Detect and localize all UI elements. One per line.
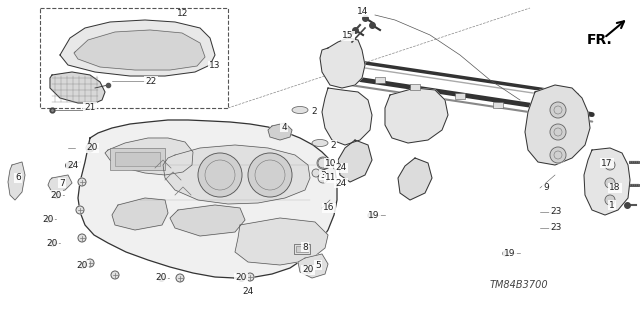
Text: 10: 10 — [325, 159, 337, 167]
Circle shape — [605, 160, 615, 170]
Polygon shape — [48, 175, 72, 192]
Bar — [296, 246, 308, 252]
Text: 24: 24 — [243, 286, 253, 295]
Polygon shape — [525, 85, 590, 165]
Circle shape — [78, 234, 86, 242]
Bar — [110, 148, 165, 170]
Circle shape — [176, 274, 184, 282]
Polygon shape — [170, 205, 245, 236]
Polygon shape — [8, 162, 25, 200]
Circle shape — [550, 102, 566, 118]
Circle shape — [550, 124, 566, 140]
Text: 2: 2 — [330, 140, 336, 150]
Circle shape — [605, 195, 615, 205]
Circle shape — [198, 153, 242, 197]
Circle shape — [246, 273, 254, 281]
Polygon shape — [163, 145, 310, 204]
Polygon shape — [268, 123, 292, 140]
Text: 13: 13 — [209, 62, 221, 70]
Text: 5: 5 — [315, 261, 321, 270]
Circle shape — [76, 206, 84, 214]
Text: 1: 1 — [609, 201, 615, 210]
Text: 19: 19 — [504, 249, 516, 257]
Text: TM84B3700: TM84B3700 — [490, 280, 548, 290]
Text: 12: 12 — [177, 10, 189, 19]
Bar — [375, 77, 385, 83]
Circle shape — [86, 259, 94, 267]
Circle shape — [550, 147, 566, 163]
Text: 20: 20 — [76, 261, 88, 270]
Circle shape — [317, 157, 329, 169]
Polygon shape — [74, 30, 205, 70]
Circle shape — [318, 158, 328, 168]
Text: 20: 20 — [86, 144, 98, 152]
Polygon shape — [60, 20, 215, 76]
Circle shape — [78, 178, 86, 186]
Text: 20: 20 — [236, 273, 246, 283]
Text: 20: 20 — [46, 239, 58, 248]
Text: 2: 2 — [311, 108, 317, 116]
Polygon shape — [398, 158, 432, 200]
FancyArrowPatch shape — [348, 65, 577, 100]
Text: 24: 24 — [335, 179, 347, 188]
Text: 21: 21 — [84, 102, 96, 112]
Circle shape — [111, 271, 119, 279]
Text: 9: 9 — [543, 183, 549, 192]
Text: 18: 18 — [609, 183, 621, 192]
Text: 20: 20 — [42, 214, 54, 224]
FancyArrowPatch shape — [606, 21, 624, 36]
Polygon shape — [320, 38, 365, 88]
Polygon shape — [78, 120, 337, 278]
Text: 23: 23 — [550, 224, 562, 233]
Text: 20: 20 — [51, 190, 61, 199]
Text: 7: 7 — [59, 179, 65, 188]
Polygon shape — [235, 218, 328, 265]
Bar — [115, 152, 160, 166]
FancyArrowPatch shape — [333, 75, 592, 115]
Bar — [410, 84, 420, 90]
Ellipse shape — [312, 139, 328, 146]
Text: 24: 24 — [335, 164, 347, 173]
Text: 14: 14 — [357, 8, 369, 17]
Text: 17: 17 — [601, 159, 612, 167]
Text: 6: 6 — [15, 174, 21, 182]
Text: 16: 16 — [323, 204, 335, 212]
Polygon shape — [298, 254, 328, 278]
Polygon shape — [338, 140, 372, 182]
Circle shape — [318, 173, 328, 183]
Text: 4: 4 — [281, 122, 287, 131]
Text: 20: 20 — [156, 273, 166, 283]
Polygon shape — [50, 72, 105, 103]
Bar — [294, 244, 310, 254]
Text: 8: 8 — [302, 242, 308, 251]
Text: 19: 19 — [368, 211, 380, 219]
Circle shape — [312, 169, 320, 177]
Text: 20: 20 — [302, 265, 314, 275]
Polygon shape — [584, 148, 630, 215]
Text: FR.: FR. — [587, 33, 612, 47]
Circle shape — [248, 153, 292, 197]
Polygon shape — [112, 198, 168, 230]
Bar — [455, 93, 465, 99]
Ellipse shape — [292, 107, 308, 114]
FancyArrowPatch shape — [333, 82, 592, 122]
FancyArrowPatch shape — [348, 60, 577, 95]
Bar — [493, 102, 503, 108]
Text: 11: 11 — [325, 174, 337, 182]
Text: 22: 22 — [145, 77, 157, 85]
Circle shape — [86, 144, 94, 152]
Text: 15: 15 — [342, 32, 354, 41]
Text: 24: 24 — [67, 160, 79, 169]
Text: 3: 3 — [320, 170, 326, 180]
Polygon shape — [105, 138, 193, 175]
Polygon shape — [322, 88, 372, 145]
Polygon shape — [385, 88, 448, 143]
Bar — [40, 8, 228, 108]
Text: 23: 23 — [550, 207, 562, 217]
Circle shape — [605, 178, 615, 188]
